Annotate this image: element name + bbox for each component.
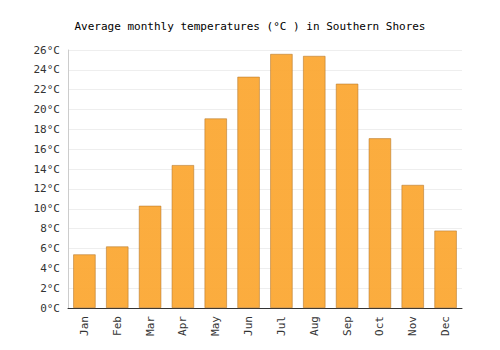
svg-text:Jul: Jul (275, 316, 288, 336)
svg-text:May: May (209, 316, 222, 336)
svg-text:Feb: Feb (111, 316, 124, 336)
svg-text:Jan: Jan (78, 316, 91, 336)
svg-text:Mar: Mar (144, 316, 157, 336)
svg-text:20°C: 20°C (34, 103, 61, 116)
svg-text:Nov: Nov (406, 316, 419, 336)
svg-text:Apr: Apr (176, 316, 189, 336)
svg-text:Jun: Jun (242, 316, 255, 336)
svg-text:12°C: 12°C (34, 182, 61, 195)
svg-text:18°C: 18°C (34, 123, 61, 136)
svg-text:2°C: 2°C (40, 282, 60, 295)
svg-text:0°C: 0°C (40, 302, 60, 315)
svg-text:10°C: 10°C (34, 202, 61, 215)
svg-text:22°C: 22°C (34, 83, 61, 96)
svg-text:24°C: 24°C (34, 63, 61, 76)
svg-text:16°C: 16°C (34, 143, 61, 156)
svg-text:4°C: 4°C (40, 262, 60, 275)
svg-text:Dec: Dec (439, 316, 452, 336)
svg-text:Average monthly temperatures (: Average monthly temperatures (°C ) in So… (75, 20, 426, 33)
svg-text:Aug: Aug (308, 316, 321, 336)
svg-text:14°C: 14°C (34, 163, 61, 176)
svg-text:Oct: Oct (373, 316, 386, 336)
svg-text:Sep: Sep (341, 316, 354, 336)
svg-text:26°C: 26°C (34, 44, 61, 57)
svg-text:8°C: 8°C (40, 222, 60, 235)
svg-text:6°C: 6°C (40, 242, 60, 255)
